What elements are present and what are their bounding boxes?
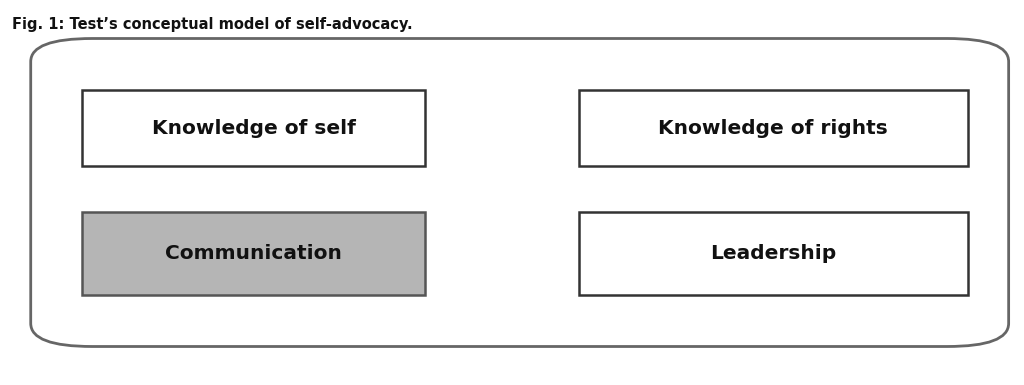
- FancyBboxPatch shape: [82, 90, 425, 166]
- Text: Communication: Communication: [165, 244, 342, 263]
- Text: Knowledge of self: Knowledge of self: [152, 119, 355, 137]
- FancyBboxPatch shape: [31, 38, 1009, 346]
- Text: Knowledge of rights: Knowledge of rights: [658, 119, 888, 137]
- Text: Fig. 1: Test’s conceptual model of self-advocacy.: Fig. 1: Test’s conceptual model of self-…: [12, 17, 413, 32]
- FancyBboxPatch shape: [82, 212, 425, 295]
- Text: Leadership: Leadership: [710, 244, 837, 263]
- FancyBboxPatch shape: [579, 90, 968, 166]
- FancyBboxPatch shape: [579, 212, 968, 295]
